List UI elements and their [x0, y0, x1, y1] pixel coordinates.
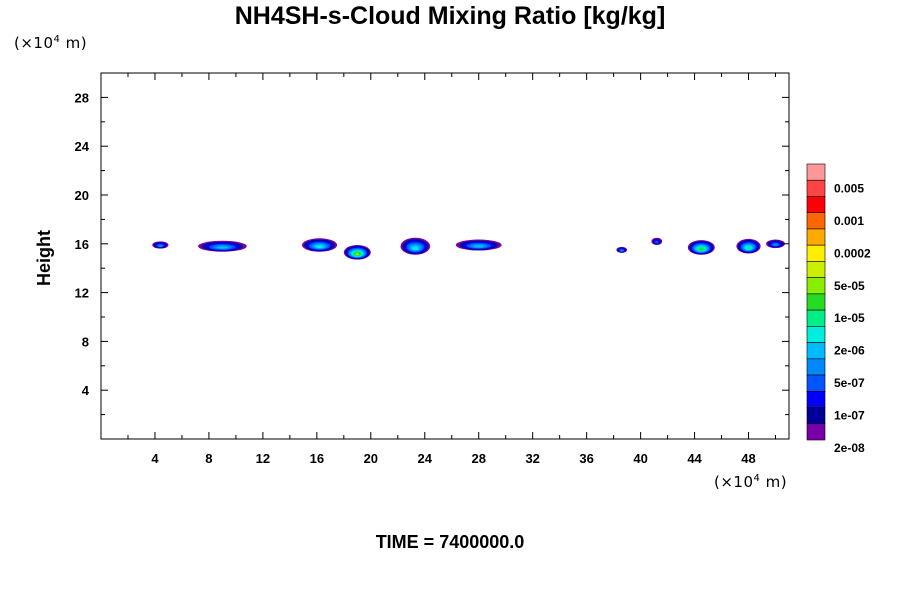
legend-swatch — [806, 407, 826, 425]
legend-label: 1e-05 — [834, 311, 865, 325]
y-axis-label: Height — [34, 230, 54, 286]
legend-swatch — [806, 179, 826, 197]
x-tick-label: 16 — [310, 451, 324, 466]
contour-level — [654, 240, 659, 244]
x-axis-ticks: 4 8 12 16 20 24 28 32 36 40 44 48 — [127, 73, 777, 466]
x-tick-label: 20 — [364, 451, 378, 466]
y-tick-label: 8 — [82, 334, 89, 349]
x-tick-label: 8 — [205, 451, 212, 466]
time-label: TIME = 7400000.0 — [375, 532, 525, 552]
x-tick-label: 12 — [256, 451, 270, 466]
legend-label: 5e-07 — [834, 376, 865, 390]
x-tick-label: 4 — [151, 451, 159, 466]
y-axis-ticks: 4 8 12 16 20 24 28 — [75, 90, 789, 416]
y-unit-prefix: (×10 — [14, 34, 54, 52]
contour-level — [473, 245, 485, 248]
x-unit-prefix: (×10 — [714, 473, 754, 491]
contour-level — [316, 245, 324, 248]
x-tick-label: 44 — [687, 451, 702, 466]
legend-swatch — [806, 293, 826, 311]
x-tick-label: 28 — [471, 451, 485, 466]
contour-level — [746, 246, 751, 250]
legend-label: 0.0002 — [834, 246, 871, 260]
y-tick-label: 4 — [82, 383, 90, 398]
cloud-patch — [302, 238, 338, 252]
cloud-patch-layer — [152, 237, 785, 260]
y-unit-suffix: m) — [60, 34, 88, 52]
chart-title: NH4SH-s-Cloud Mixing Ratio [kg/kg] — [234, 2, 666, 30]
x-tick-label: 36 — [579, 451, 593, 466]
cloud-patch — [455, 239, 502, 251]
legend-label: 2e-08 — [834, 441, 865, 455]
contour-level — [620, 249, 624, 252]
legend-label: 0.001 — [834, 214, 864, 228]
cloud-patch — [687, 240, 715, 255]
x-tick-label: 24 — [418, 451, 433, 466]
cloud-patch — [198, 240, 247, 252]
color-legend: 0.005 0.001 0.0002 5e-05 1e-05 2e-06 5e-07 1e-0… — [806, 163, 871, 455]
contour-level — [158, 244, 163, 247]
legend-swatch — [806, 326, 826, 343]
legend-label: 1e-07 — [834, 409, 865, 423]
legend-swatch — [806, 309, 826, 327]
cloud-patch — [736, 238, 761, 254]
legend-swatch — [806, 358, 826, 376]
y-tick-label: 12 — [75, 286, 89, 301]
legend-swatch — [806, 196, 826, 214]
cloud-patch — [343, 245, 371, 260]
legend-label: 5e-05 — [834, 279, 865, 293]
y-tick-label: 24 — [75, 139, 90, 154]
cloud-patch — [616, 246, 628, 253]
legend-swatch — [806, 277, 826, 295]
contour-level — [412, 246, 419, 250]
y-axis-unit: (×104 m) — [14, 34, 87, 52]
x-unit-exponent: 4 — [753, 473, 761, 484]
plot-frame — [100, 72, 790, 440]
legend-swatch — [806, 244, 826, 262]
legend-swatch — [806, 390, 826, 408]
legend-label: 2e-06 — [834, 344, 865, 358]
legend-label: 0.005 — [834, 181, 864, 195]
legend-swatch — [806, 212, 826, 230]
x-tick-label: 40 — [633, 451, 647, 466]
x-axis-unit: (×104 m) — [714, 473, 787, 491]
cloud-patch — [400, 237, 431, 255]
legend-swatch — [806, 374, 826, 392]
legend-swatch — [806, 342, 826, 360]
contour-level — [355, 253, 360, 256]
contour-level — [772, 243, 779, 246]
y-tick-label: 16 — [75, 237, 89, 252]
contour-level — [216, 246, 229, 249]
y-unit-exponent: 4 — [53, 34, 61, 45]
legend-swatch — [806, 228, 826, 246]
y-tick-label: 28 — [75, 90, 89, 105]
cloud-patch — [766, 239, 785, 249]
x-unit-suffix: m) — [760, 473, 788, 491]
cloud-patch — [651, 237, 663, 246]
legend-swatch — [806, 423, 826, 441]
x-tick-label: 32 — [525, 451, 539, 466]
x-tick-label: 48 — [741, 451, 755, 466]
legend-swatch — [806, 261, 826, 278]
cloud-patch — [152, 241, 169, 249]
legend-swatch — [806, 163, 826, 181]
y-tick-label: 20 — [75, 188, 89, 203]
contour-level — [699, 248, 704, 251]
